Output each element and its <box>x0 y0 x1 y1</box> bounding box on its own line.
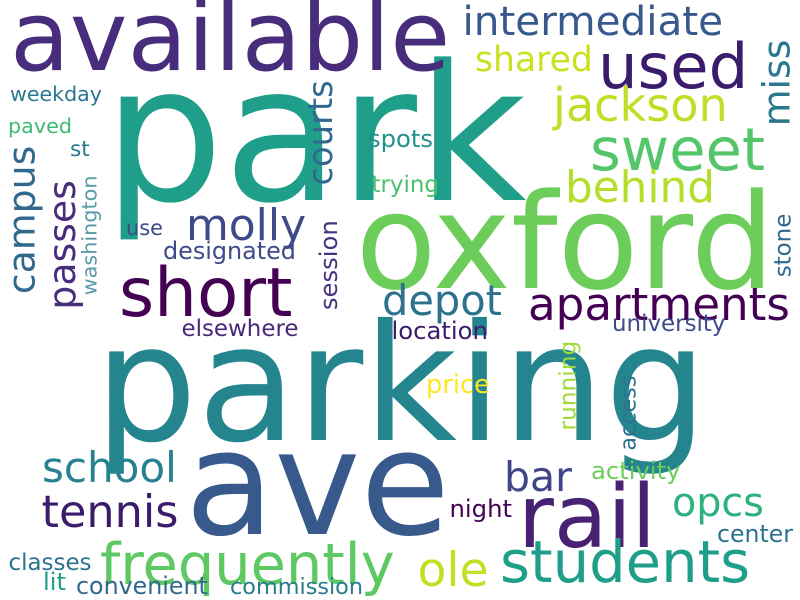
word-spots: spots <box>368 124 434 153</box>
word-center: center <box>717 520 793 548</box>
word-molly: molly <box>186 200 307 251</box>
word-activity: activity <box>591 456 681 485</box>
word-stone: stone <box>769 213 796 277</box>
word-campus: campus <box>0 145 44 295</box>
word-courts: courts <box>300 80 340 186</box>
word-paved: paved <box>8 113 72 138</box>
word-elsewhere: elsewhere <box>181 316 299 342</box>
word-access: access <box>614 375 641 451</box>
word-washington: washington <box>77 174 102 295</box>
word-st: st <box>70 137 90 162</box>
word-frequently: frequently <box>100 530 395 598</box>
word-park: park <box>103 24 527 245</box>
word-behind: behind <box>565 162 715 213</box>
word-available: available <box>10 0 451 94</box>
word-intermediate: intermediate <box>462 0 724 45</box>
word-depot: depot <box>382 276 502 325</box>
word-trying: trying <box>371 172 439 198</box>
word-designated: designated <box>163 237 296 265</box>
word-night: night <box>449 494 513 523</box>
word-price: price <box>426 369 490 400</box>
word-convenient: convenient <box>76 572 208 600</box>
word-use: use <box>126 215 163 240</box>
word-location: location <box>391 316 488 345</box>
word-short: short <box>119 253 293 332</box>
word-opcs: opcs <box>672 479 764 526</box>
word-students: students <box>500 529 751 596</box>
word-jackson: jackson <box>553 77 728 132</box>
word-rail: rail <box>518 466 656 568</box>
word-university: university <box>612 311 726 337</box>
word-shared: shared <box>475 39 593 80</box>
word-ave: ave <box>185 400 450 569</box>
word-lit: lit <box>43 567 67 596</box>
word-school: school <box>42 442 177 492</box>
word-oxford: oxford <box>355 165 775 320</box>
word-parking: parking <box>94 291 708 479</box>
word-session: session <box>313 220 343 311</box>
word-miss: miss <box>753 39 798 127</box>
word-commission: commission <box>230 574 364 600</box>
word-passes: passes <box>39 180 84 310</box>
word-apartments: apartments <box>528 277 790 331</box>
word-used: used <box>598 30 749 103</box>
word-running: running <box>554 340 582 431</box>
word-bar: bar <box>504 453 572 501</box>
word-weekday: weekday <box>10 82 102 106</box>
word-sweet: sweet <box>590 114 766 184</box>
word-tennis: tennis <box>41 486 179 538</box>
word-ole: ole <box>417 543 489 598</box>
word-classes: classes <box>8 550 92 576</box>
